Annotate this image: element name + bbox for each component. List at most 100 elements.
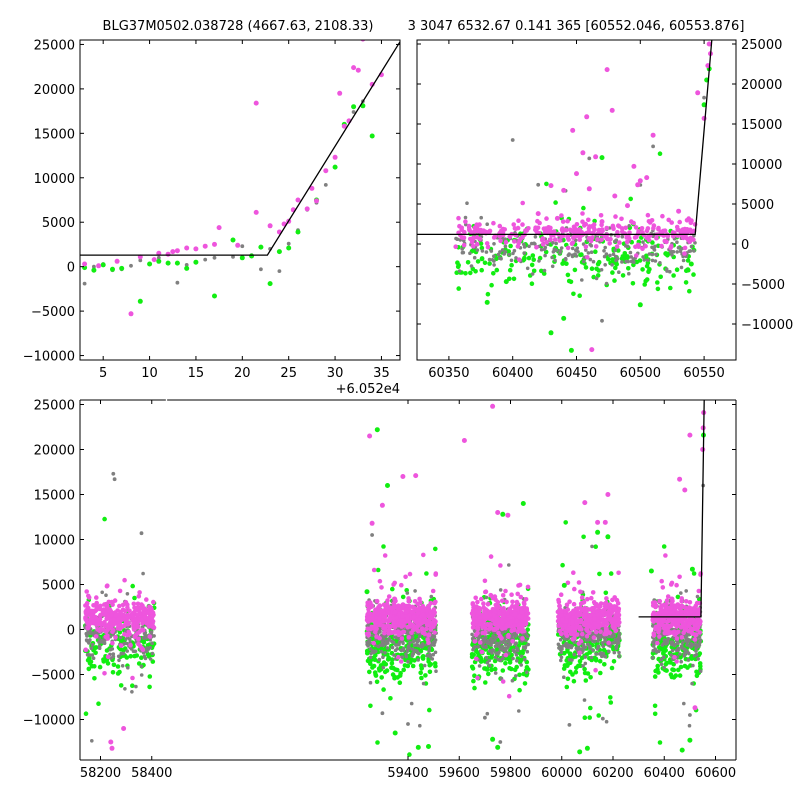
data-point — [588, 257, 593, 262]
data-point — [554, 248, 559, 253]
data-point-gray — [184, 263, 189, 267]
data-point — [679, 635, 685, 640]
data-point — [415, 601, 421, 607]
data-point — [117, 588, 123, 594]
data-point — [416, 622, 422, 628]
data-point-green — [212, 293, 217, 299]
data-point — [139, 606, 145, 611]
data-point — [608, 571, 614, 576]
data-point — [568, 631, 574, 636]
data-point — [535, 218, 540, 224]
data-point — [384, 668, 390, 673]
data-point — [556, 642, 561, 647]
data-point — [491, 648, 496, 653]
data-point — [626, 266, 631, 271]
data-point — [544, 181, 549, 187]
data-point — [677, 673, 683, 678]
data-point — [614, 612, 619, 617]
data-point — [415, 650, 420, 655]
data-point-magenta — [561, 187, 567, 193]
data-point — [668, 269, 672, 274]
model-line — [417, 40, 713, 236]
data-point — [675, 240, 679, 244]
data-point — [479, 215, 484, 220]
data-point — [470, 632, 474, 637]
data-point-green — [174, 260, 180, 266]
data-point — [118, 635, 123, 640]
data-point — [662, 655, 666, 659]
data-point — [596, 619, 601, 624]
data-point — [594, 652, 598, 656]
data-point — [432, 643, 436, 647]
data-point — [405, 663, 411, 669]
data-point-magenta — [580, 150, 586, 156]
data-point — [474, 619, 479, 624]
data-point — [695, 594, 700, 599]
data-point — [489, 249, 494, 253]
data-point — [100, 640, 104, 644]
data-point — [687, 600, 693, 605]
data-point — [431, 610, 436, 615]
data-point — [506, 632, 511, 638]
data-point — [694, 652, 699, 657]
data-point — [609, 634, 614, 639]
data-point — [426, 632, 432, 637]
data-point — [565, 607, 571, 612]
data-point — [509, 262, 514, 268]
data-point — [591, 635, 597, 640]
data-point — [591, 222, 597, 227]
data-point-magenta — [295, 197, 301, 203]
data-point — [493, 644, 498, 649]
data-point — [477, 605, 482, 611]
data-point-magenta — [235, 242, 241, 248]
data-point — [613, 618, 618, 623]
data-point — [561, 644, 566, 648]
data-point — [515, 244, 521, 249]
data-point-gray — [259, 267, 263, 272]
data-point — [515, 591, 520, 597]
data-point — [366, 631, 371, 636]
data-point — [680, 646, 684, 650]
data-point — [580, 631, 585, 637]
data-point — [586, 251, 591, 255]
data-point — [697, 630, 703, 635]
y-tick-label: 25000 — [741, 38, 782, 53]
data-point — [542, 268, 547, 273]
data-point-green — [156, 258, 162, 264]
data-point — [585, 596, 590, 602]
data-point — [390, 586, 395, 592]
data-point — [103, 611, 108, 617]
data-point — [683, 617, 689, 623]
data-point — [415, 640, 420, 644]
data-point — [381, 626, 386, 631]
data-point — [670, 253, 674, 257]
data-point — [668, 660, 673, 665]
data-point — [663, 553, 668, 558]
data-point — [574, 632, 580, 637]
data-point — [455, 260, 460, 266]
data-point — [581, 664, 585, 668]
data-point — [395, 675, 400, 680]
data-point-magenta — [609, 107, 615, 113]
data-point — [520, 222, 525, 227]
data-point — [416, 658, 421, 662]
data-point — [86, 666, 92, 672]
data-point — [525, 634, 530, 639]
data-point — [368, 637, 372, 642]
data-point — [589, 595, 594, 601]
data-point — [602, 249, 606, 253]
data-point — [583, 609, 589, 615]
data-point — [131, 601, 137, 607]
data-point — [434, 669, 438, 673]
data-point — [405, 648, 410, 653]
data-point — [628, 250, 633, 255]
data-point — [457, 269, 462, 273]
data-point — [409, 657, 414, 663]
data-point — [611, 252, 616, 257]
data-point — [494, 635, 499, 639]
data-point — [391, 640, 396, 645]
data-point — [474, 234, 480, 240]
data-point — [405, 591, 410, 595]
data-point-magenta — [688, 218, 694, 224]
data-point — [127, 608, 132, 614]
